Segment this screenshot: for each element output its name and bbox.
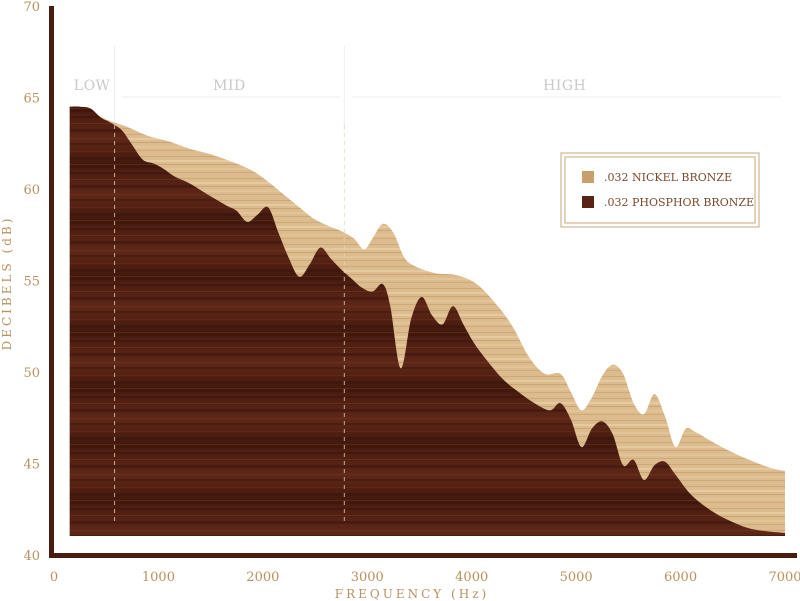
y-tick-label: 50 (23, 366, 40, 381)
x-tick-label: 1000 (142, 570, 175, 585)
band-label-mid: MID (213, 78, 246, 94)
legend-swatch (582, 171, 594, 183)
y-tick-label: 65 (23, 92, 40, 107)
band-label-high: HIGH (543, 78, 586, 94)
x-tick-label: 3000 (351, 570, 384, 585)
x-tick-label: 7000 (768, 570, 800, 585)
legend: .032 NICKEL BRONZE .032 PHOSPHOR BRONZE (560, 152, 760, 228)
legend-swatch (582, 196, 594, 208)
x-tick-label: 4000 (455, 570, 488, 585)
x-tick-label: 2000 (246, 570, 279, 585)
area-series-layer (69, 106, 785, 537)
legend-frame-outer (560, 152, 760, 228)
y-axis-title: DECIBELS (dB) (0, 216, 14, 351)
y-tick-label: 60 (23, 183, 40, 198)
x-tick-label: 5000 (560, 570, 593, 585)
x-tick-label: 6000 (664, 570, 697, 585)
y-tick-label: 55 (23, 275, 40, 290)
legend-label: .032 PHOSPHOR BRONZE (604, 196, 754, 209)
band-divider-layer (114, 125, 345, 522)
x-tick-label: 0 (50, 570, 58, 585)
y-tick-label: 70 (23, 0, 40, 15)
x-axis-title: FREQUENCY (Hz) (335, 587, 489, 601)
band-label-low: LOW (74, 78, 111, 94)
tick-label-layer: 0 1000 2000 3000 4000 5000 6000 7000 40 45 50 55 60 6… (23, 0, 800, 585)
x-axis-line (49, 553, 797, 558)
band-layer: LOW MID HIGH (74, 46, 781, 130)
legend-label: .032 NICKEL BRONZE (604, 171, 732, 184)
legend-frame-inner (564, 156, 756, 224)
area-series-phosphor-bronze (69, 106, 785, 537)
y-axis-line (49, 6, 54, 558)
legend-items: .032 NICKEL BRONZE .032 PHOSPHOR BRONZE (582, 171, 754, 209)
y-tick-label: 40 (23, 549, 40, 564)
y-tick-label: 45 (23, 458, 40, 473)
